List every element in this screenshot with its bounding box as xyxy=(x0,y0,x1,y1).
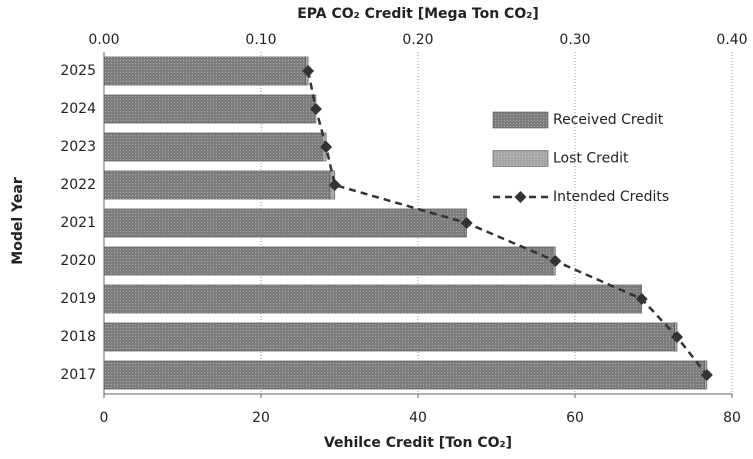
y-tick-label: 2019 xyxy=(60,291,96,307)
marker xyxy=(328,179,341,191)
bar-texture xyxy=(104,132,323,162)
x-tick-label: 80 xyxy=(723,410,741,426)
legend-label: Lost Credit xyxy=(553,151,629,167)
y-tick-label: 2024 xyxy=(60,101,96,117)
y-tick-label: 2022 xyxy=(60,177,96,193)
top-tick-label: 0.40 xyxy=(716,32,747,48)
top-axis-title: EPA CO₂ Credit [Mega Ton CO₂] xyxy=(297,6,539,22)
top-tick-label: 0.00 xyxy=(88,32,119,48)
bar-texture xyxy=(104,208,466,238)
marker xyxy=(635,293,648,305)
bar-texture xyxy=(104,360,705,390)
x-tick-label: 60 xyxy=(566,410,584,426)
y-tick-label: 2023 xyxy=(60,139,96,155)
top-tick-label: 0.20 xyxy=(402,32,433,48)
legend-label: Intended Credits xyxy=(553,189,669,205)
top-tick-label: 0.10 xyxy=(245,32,276,48)
bar-texture xyxy=(104,56,306,86)
x-axis-title: Vehilce Credit [Ton CO₂] xyxy=(324,435,512,451)
bar-texture xyxy=(104,170,331,200)
legend-swatch-texture xyxy=(493,150,548,167)
marker xyxy=(460,217,473,229)
bar-texture xyxy=(104,322,675,352)
y-tick-label: 2021 xyxy=(60,215,96,231)
y-axis-title: Model Year xyxy=(10,177,26,265)
marker xyxy=(302,65,315,77)
y-tick-label: 2025 xyxy=(60,63,96,79)
bar-texture xyxy=(104,284,641,314)
legend-swatch-texture xyxy=(493,112,548,128)
x-tick-label: 20 xyxy=(252,410,270,426)
marker xyxy=(309,103,322,115)
y-tick-label: 2017 xyxy=(60,367,96,383)
top-tick-label: 0.30 xyxy=(559,32,590,48)
marker xyxy=(700,369,713,381)
marker xyxy=(671,331,684,343)
bar-texture xyxy=(104,246,554,276)
x-tick-label: 0 xyxy=(100,410,109,426)
y-tick-label: 2020 xyxy=(60,253,96,269)
legend-label: Received Credit xyxy=(553,112,664,128)
marker xyxy=(549,255,562,267)
legend-marker xyxy=(514,191,527,203)
x-tick-label: 40 xyxy=(409,410,427,426)
y-tick-label: 2018 xyxy=(60,329,96,345)
marker xyxy=(320,141,333,153)
bar-texture xyxy=(104,94,315,124)
